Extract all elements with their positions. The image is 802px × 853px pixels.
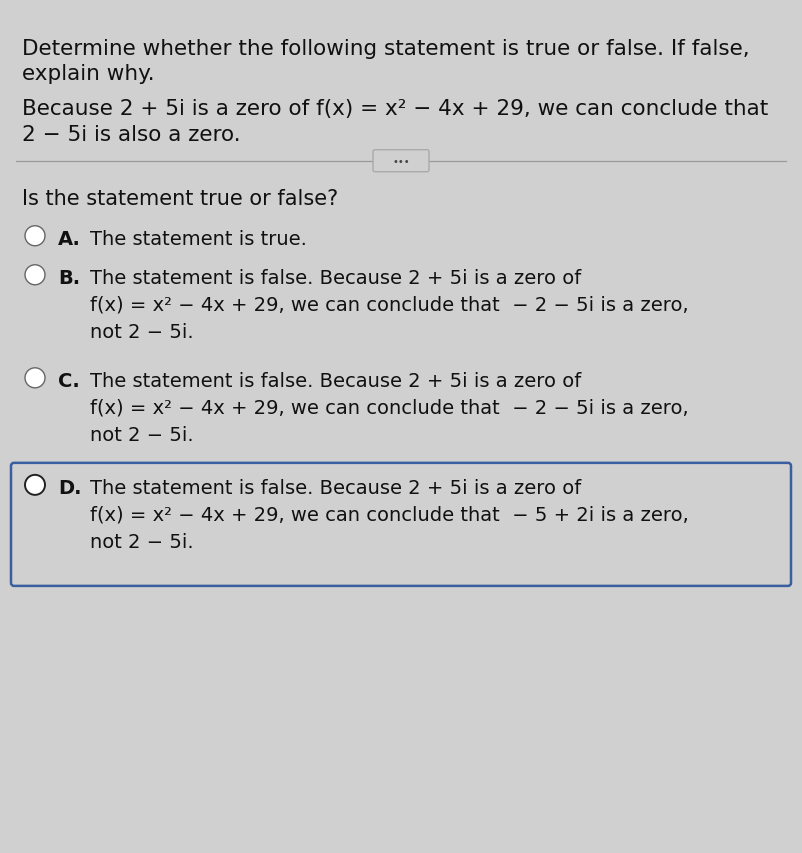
Text: A.: A. [58, 229, 81, 248]
FancyBboxPatch shape [11, 463, 791, 586]
Text: not 2 − 5i.: not 2 − 5i. [90, 322, 193, 341]
Text: f(x) = x² − 4x + 29, we can conclude that  − 2 − 5i is a zero,: f(x) = x² − 4x + 29, we can conclude tha… [90, 295, 689, 315]
Text: The statement is false. Because 2 + 5i is a zero of: The statement is false. Because 2 + 5i i… [90, 371, 581, 391]
Text: Is the statement true or false?: Is the statement true or false? [22, 189, 338, 208]
Circle shape [25, 265, 45, 286]
FancyBboxPatch shape [373, 150, 429, 172]
Text: The statement is false. Because 2 + 5i is a zero of: The statement is false. Because 2 + 5i i… [90, 479, 581, 497]
Text: explain why.: explain why. [22, 64, 155, 84]
Text: f(x) = x² − 4x + 29, we can conclude that  − 2 − 5i is a zero,: f(x) = x² − 4x + 29, we can conclude tha… [90, 398, 689, 417]
Text: D.: D. [58, 479, 82, 497]
Text: f(x) = x² − 4x + 29, we can conclude that  − 5 + 2i is a zero,: f(x) = x² − 4x + 29, we can conclude tha… [90, 505, 689, 525]
Circle shape [25, 475, 45, 496]
Text: The statement is false. Because 2 + 5i is a zero of: The statement is false. Because 2 + 5i i… [90, 269, 581, 287]
Text: Because 2 + 5i is a zero of f(x) = x² − 4x + 29, we can conclude that: Because 2 + 5i is a zero of f(x) = x² − … [22, 99, 768, 119]
Text: •••: ••• [392, 157, 410, 166]
Text: not 2 − 5i.: not 2 − 5i. [90, 532, 193, 551]
Text: The statement is true.: The statement is true. [90, 229, 307, 248]
Text: C.: C. [58, 371, 79, 391]
Text: 2 − 5i is also a zero.: 2 − 5i is also a zero. [22, 125, 241, 144]
Text: B.: B. [58, 269, 80, 287]
Circle shape [25, 368, 45, 388]
Text: Determine whether the following statement is true or false. If false,: Determine whether the following statemen… [22, 38, 750, 59]
Circle shape [25, 227, 45, 247]
Text: not 2 − 5i.: not 2 − 5i. [90, 426, 193, 444]
